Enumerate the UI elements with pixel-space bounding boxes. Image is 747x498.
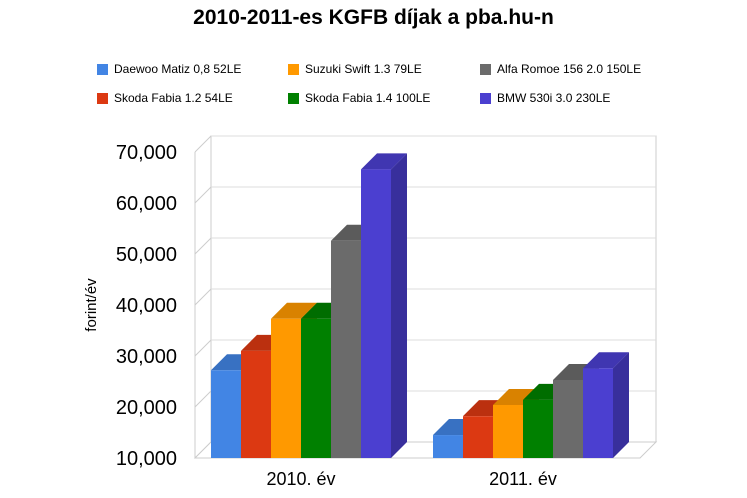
legend-item: Daewoo Matiz 0,8 52LE xyxy=(97,62,241,76)
bar-side xyxy=(391,153,407,458)
gridline-side xyxy=(194,288,212,306)
legend-label: BMW 530i 3.0 230LE xyxy=(497,91,611,105)
legend-item: BMW 530i 3.0 230LE xyxy=(480,91,610,105)
legend-swatch xyxy=(97,92,108,104)
x-tick-label: 2011. év xyxy=(489,469,557,489)
y-axis-label: forint/év xyxy=(83,278,100,332)
bar-top xyxy=(361,153,407,170)
legend-item: Suzuki Swift 1.3 79LE xyxy=(288,62,422,76)
x-tick-label: 2010. év xyxy=(266,469,335,489)
bar-front xyxy=(493,404,523,458)
gridline-side xyxy=(194,237,212,255)
bar-front xyxy=(463,416,493,458)
y-tick-label: 20,000 xyxy=(116,397,177,419)
bar-front xyxy=(211,370,241,458)
legend-swatch xyxy=(480,63,491,75)
gridline-side xyxy=(194,186,212,204)
bar xyxy=(361,153,407,458)
bar-front xyxy=(241,350,271,458)
legend-item: Skoda Fabia 1.4 100LE xyxy=(288,91,430,105)
legend-swatch xyxy=(97,63,108,75)
gridline-side xyxy=(194,135,212,153)
bar-top xyxy=(493,388,539,405)
legend-label: Daewoo Matiz 0,8 52LE xyxy=(114,62,242,76)
bar-top xyxy=(271,302,317,319)
y-tick-label: 60,000 xyxy=(116,193,177,215)
y-tick-label: 10,000 xyxy=(116,448,177,470)
bar-front xyxy=(361,169,391,458)
legend-label: Skoda Fabia 1.4 100LE xyxy=(305,91,431,105)
y-tick-label: 70,000 xyxy=(116,142,177,164)
y-tick-label: 40,000 xyxy=(116,295,177,317)
legend-swatch xyxy=(288,92,299,104)
gridline-side xyxy=(194,390,212,408)
bar-side xyxy=(613,352,629,458)
gridline-side xyxy=(194,339,212,357)
legend-swatch xyxy=(288,63,299,75)
legend-label: Skoda Fabia 1.2 54LE xyxy=(114,91,233,105)
chart-title: 2010-2011-es KGFB díjak a pba.hu-n xyxy=(193,6,554,29)
y-tick-label: 30,000 xyxy=(116,346,177,368)
bar-front xyxy=(301,318,331,458)
bar-front xyxy=(523,399,553,458)
bar-front xyxy=(271,318,301,458)
bar-front xyxy=(553,379,583,458)
legend-swatch xyxy=(480,92,491,104)
bar-top xyxy=(583,352,629,369)
y-tick-label: 50,000 xyxy=(116,244,177,266)
bar-front xyxy=(433,435,463,458)
legend-label: Alfa Romoe 156 2.0 150LE xyxy=(497,62,642,76)
legend-item: Alfa Romoe 156 2.0 150LE xyxy=(480,62,641,76)
legend-label: Suzuki Swift 1.3 79LE xyxy=(305,62,422,76)
bar-front xyxy=(583,368,613,458)
bar-front xyxy=(331,240,361,458)
bar xyxy=(583,352,629,458)
legend-item: Skoda Fabia 1.2 54LE xyxy=(97,91,233,105)
